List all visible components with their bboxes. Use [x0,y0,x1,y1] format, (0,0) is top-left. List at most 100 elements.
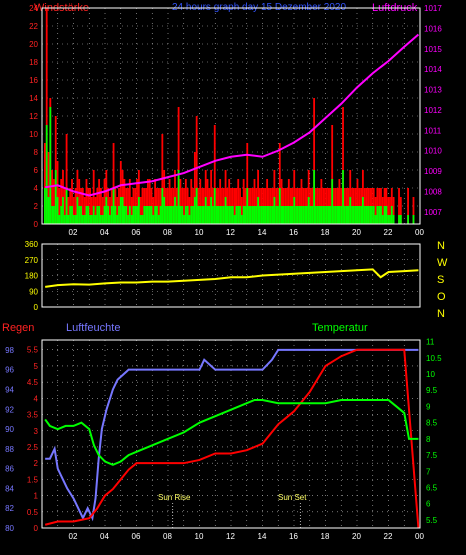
wind-avg-bar [354,206,357,224]
wind-gust-bar [100,188,102,224]
wind-gust-bar [78,179,81,224]
temperature-y-tick: 8.5 [426,419,438,428]
wind-avg-bar [114,206,117,224]
wind-avg-bar [378,206,381,224]
wind-avg-bar [365,206,368,224]
wind-avg-bar [249,206,252,224]
wind-avg-bar [222,206,225,224]
wind-avg-bar [105,197,108,224]
wind-hour-tick: 22 [384,228,393,237]
wind-avg-bar [175,206,178,224]
humidity-y-tick: 96 [5,366,14,375]
wind-avg-bar [302,206,305,224]
wind-y-tick: 0 [34,220,39,229]
wind-avg-bar [139,215,142,224]
wind-avg-bar [390,206,393,224]
wind-avg-bar [56,197,59,224]
climate-frame [41,339,421,529]
wind-avg-bar [313,170,316,224]
wind-avg-bar [72,215,75,224]
wind-avg-bar [324,206,326,224]
wind-avg-bar [71,206,73,224]
wind-gust-bar [381,197,384,224]
wind-gust-bar [53,179,55,224]
humidity-y-tick: 80 [5,524,14,533]
wind-gust-bar [139,197,142,224]
wind-gust-bar [103,179,106,224]
wind-avg-bar [244,206,247,224]
wind-avg-bar [300,206,303,224]
wind-avg-bar [277,206,279,224]
pressure-y-tick: 1014 [424,65,442,74]
wind-gust-bar [193,152,196,224]
wind-gust-bar [74,188,77,224]
wind-avg-bar [65,188,68,224]
sun-rise-label: Sun Rise [158,493,191,502]
wind-avg-bar [257,197,260,224]
wind-avg-bar [143,206,146,224]
wind-avg-bar [145,206,147,224]
wind-avg-bar [345,206,348,224]
wind-avg-bar [307,197,310,224]
climate-hour-tick: 12 [226,532,235,541]
wind-avg-bar [170,206,173,224]
humidity-y-tick: 84 [5,484,14,493]
wind-gust-bar [266,179,269,224]
wind-avg-bar [291,206,294,224]
wind-gust-bar [387,197,390,224]
pressure-y-tick: 1010 [424,147,442,156]
wind-y-tick: 22 [29,22,38,31]
wind-gust-bar [148,179,151,224]
wind-avg-bar [184,206,187,224]
wind-gust-bar [83,197,86,224]
temperature-y-tick: 10 [426,370,435,379]
rain-y-tick: 0.5 [27,508,39,517]
climate-hour-tick: 20 [352,532,361,541]
wind-avg-bar [190,206,193,224]
climate-hour-tick: 08 [163,532,172,541]
wind-avg-bar [371,206,373,224]
wind-avg-bar [367,206,370,224]
wind-y-tick: 16 [29,76,38,85]
wind-avg-bar [342,170,344,224]
wind-gust-bar [184,179,187,224]
wind-avg-bar [136,206,138,224]
wind-avg-bar [74,215,77,224]
direction-y-tick: 270 [25,256,39,265]
wind-avg-bar [199,206,202,224]
wind-avg-bar [322,206,325,224]
wind-avg-bar [210,197,213,224]
wind-avg-bar [271,206,274,224]
wind-avg-bar [54,170,57,224]
wind-gust-bar [237,179,240,224]
pressure-y-tick: 1011 [424,126,442,135]
pressure-y-tick: 1017 [424,4,442,13]
wind-avg-bar [231,206,234,224]
wind-avg-bar [246,188,249,224]
wind-avg-bar [146,206,149,224]
wind-avg-bar [134,206,137,224]
wind-avg-bar [67,215,70,224]
direction-y-tick: 0 [34,303,39,312]
wind-avg-bar [116,215,119,224]
wind-avg-bar [163,197,166,224]
wind-avg-bar [90,215,93,224]
wind-avg-bar [123,206,126,224]
rain-line [44,348,420,529]
wind-avg-bar [87,206,90,224]
temperature-y-tick: 6 [426,500,431,509]
wind-gust-bar [398,188,400,224]
temperature-label: Temperatur [312,322,368,334]
wind-avg-bar [212,206,214,224]
direction-y-tick: 180 [25,272,39,281]
wind-avg-bar [174,197,176,224]
wind-avg-bar [192,206,194,224]
direction-letter: S [437,274,444,286]
wind-hour-tick: 20 [352,228,361,237]
wind-avg-bar [141,215,144,224]
wind-avg-bar [89,215,91,224]
wind-gust-bar [67,197,70,224]
wind-gust-bar [300,179,303,224]
wind-avg-bar [224,197,227,224]
wind-avg-bars [44,107,415,224]
